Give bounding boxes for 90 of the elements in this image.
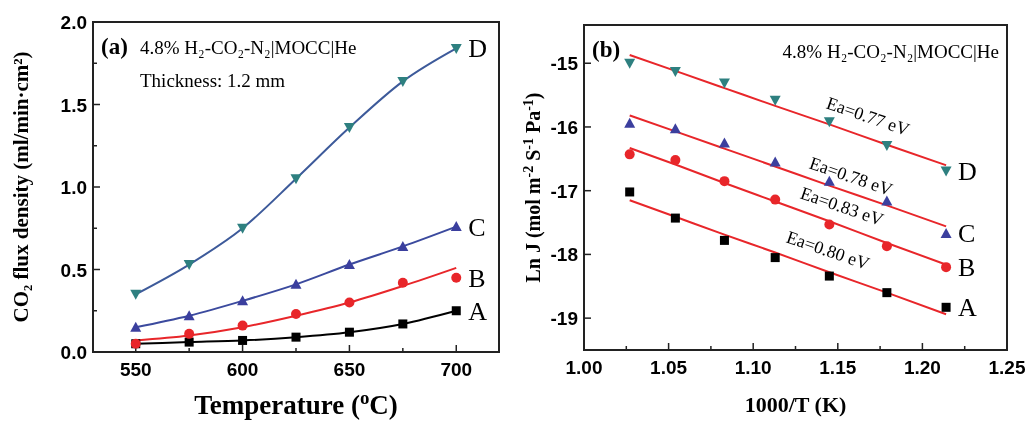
annotation: Ea=0.80 eV [783,226,872,274]
series-label: D [958,156,977,186]
point [625,187,635,197]
point [719,235,729,245]
point [669,67,681,78]
point [451,272,462,283]
point [881,241,892,252]
series-label: B [468,263,486,293]
x-tick-label: 550 [119,359,152,380]
annotation: (b) [592,37,621,62]
point [940,227,952,238]
y-tick-label: -15 [550,53,579,75]
annotation: Ea=0.77 eV [823,92,912,140]
point [940,166,952,177]
point [184,328,195,339]
series-label: A [468,296,488,326]
point [769,156,781,167]
point [237,295,249,306]
point [344,297,355,308]
y-axis-title: CO₂ flux density (ml/min·cm²) [9,51,33,323]
series-label: D [468,34,488,64]
point [237,223,249,234]
y-tick-label: 1.0 [60,177,87,198]
point [881,195,893,206]
point [941,302,951,312]
point [718,137,730,148]
point [397,277,408,288]
point [290,174,302,185]
point [824,271,834,281]
y-tick-label: -16 [550,116,578,138]
x-tick-label: 1.05 [650,357,688,378]
annotation: Thickness: 1.2 mm [140,70,286,91]
point [343,123,355,134]
point [669,123,681,134]
x-tick-label: 600 [226,359,259,380]
point [290,278,302,289]
annotation: (a) [101,34,128,59]
x-tick-label: 1.10 [734,357,772,378]
point [719,176,730,187]
series-label: A [958,293,978,323]
point [451,306,461,316]
point [881,140,893,151]
y-tick-label: -19 [550,308,578,330]
point [624,149,635,160]
point [941,262,952,273]
y-tick-label: 1.5 [60,94,88,116]
point [770,253,780,263]
point [183,310,195,321]
point [624,58,636,69]
x-tick-label: 700 [440,359,473,380]
x-tick-label: 1.00 [565,357,603,378]
series-label: C [468,212,486,242]
point [343,259,355,270]
point [769,95,781,106]
y-tick-label: -17 [550,180,578,202]
annotation: 4.8% H₂-CO₂-N₂|MOCC|He [782,41,999,62]
point [237,320,248,331]
point [882,288,892,298]
x-tick-label: 1.15 [819,357,857,378]
point [238,335,248,345]
point [397,76,409,87]
series-label: B [958,253,976,283]
series-label: C [958,219,976,249]
point [824,219,835,230]
point [670,213,680,223]
y-tick-label: 0.5 [60,259,88,281]
x-axis-title: 1000/T (K) [744,392,847,417]
point [398,319,408,329]
point [291,332,301,342]
x-tick-label: 650 [333,359,366,380]
point [718,78,730,89]
annotation: 4.8% H₂-CO₂-N₂|MOCC|He [140,37,357,58]
point [130,321,142,332]
x-tick-label: 1.20 [903,357,941,378]
x-tick-label: 1.25 [988,357,1026,378]
y-tick-label: 0.0 [60,342,87,363]
point [624,117,636,128]
y-tick-label: -18 [550,244,578,266]
point [344,327,354,337]
point [770,194,781,205]
point [397,240,409,251]
point [184,337,194,347]
point [183,260,195,271]
y-tick-label: 2.0 [60,12,87,33]
point [130,289,142,300]
point [450,43,462,54]
point [450,221,462,232]
x-axis-title: Temperature ($^{o}$C) [194,386,398,420]
point [291,309,301,320]
point [670,155,681,166]
